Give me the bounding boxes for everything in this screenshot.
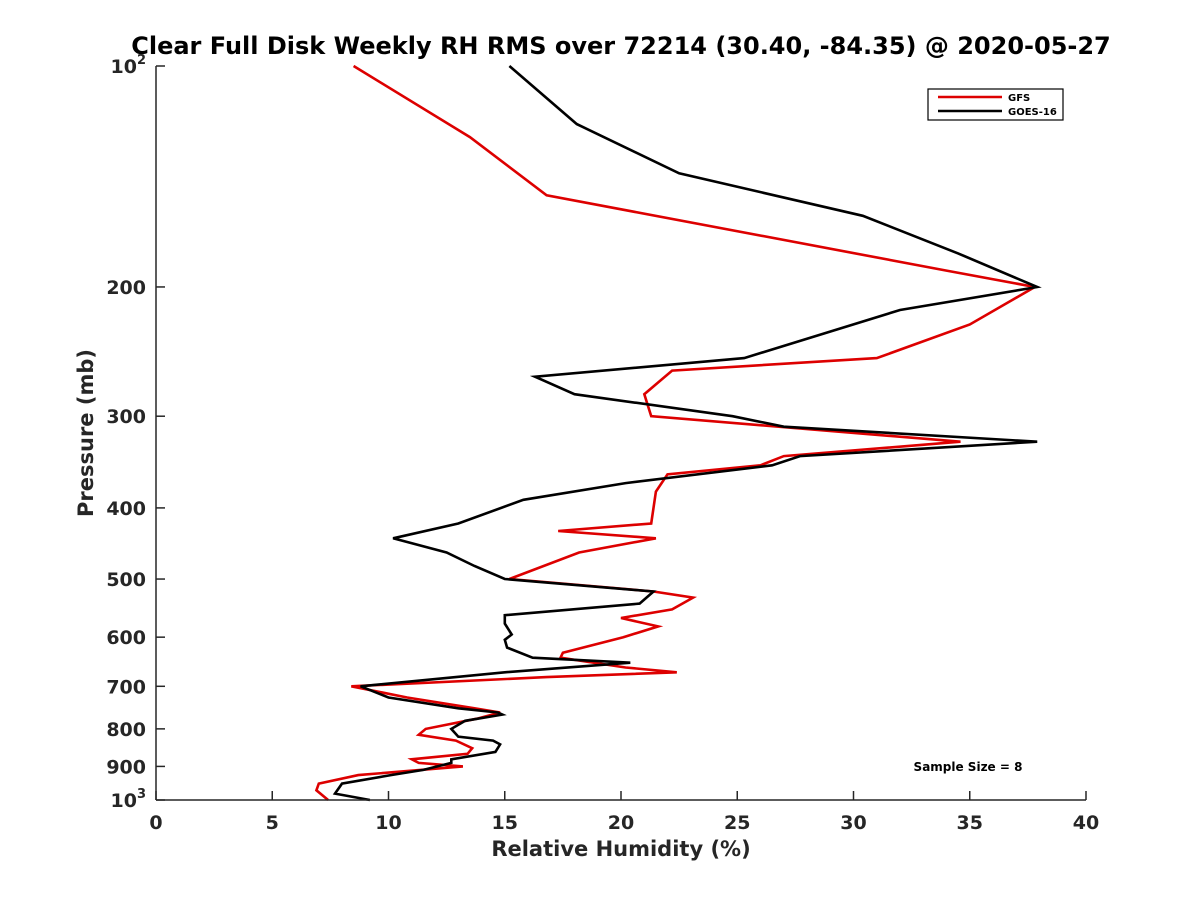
x-tick-label: 20: [608, 812, 634, 834]
y-tick-label: 103: [111, 787, 147, 812]
x-tick-label: 35: [957, 812, 983, 834]
x-axis-label: Relative Humidity (%): [491, 837, 750, 861]
series-line-gfs: [314, 64, 1039, 802]
y-tick-label: 600: [106, 627, 146, 649]
legend-box: [927, 88, 1064, 121]
legend-label-goes-16: GOES-16: [1008, 107, 1057, 118]
y-tick-label: 400: [106, 498, 146, 520]
y-tick-label: 800: [106, 719, 146, 741]
x-tick-label: 5: [266, 812, 279, 834]
y-tick-label: 900: [106, 756, 146, 778]
y-tick-label: 200: [106, 277, 146, 299]
y-axis-label: Pressure (mb): [74, 349, 98, 517]
x-tick-label: 15: [492, 812, 518, 834]
x-tick-label: 10: [375, 812, 401, 834]
plot-area: [314, 64, 1042, 802]
x-axis: 0 5 10 15 20 25 30 35 40: [149, 791, 1099, 834]
y-tick-label: 102: [111, 53, 147, 78]
legend-label-gfs: GFS: [1008, 93, 1030, 104]
y-axis: 102 200 300 400 500 600 700 800 900 103: [106, 53, 165, 812]
sample-size-note: Sample Size = 8: [914, 760, 1023, 774]
x-tick-label: 25: [724, 812, 750, 834]
y-tick-label: 500: [106, 569, 146, 591]
y-tick-label: 700: [106, 676, 146, 698]
x-tick-label: 40: [1073, 812, 1099, 834]
series-line-goes-16: [332, 65, 1042, 802]
x-tick-label: 0: [149, 812, 162, 834]
x-tick-label: 30: [840, 812, 866, 834]
legend: GFS GOES-16: [927, 88, 1064, 121]
y-tick-label: 300: [106, 406, 146, 428]
chart-title: Clear Full Disk Weekly RH RMS over 72214…: [131, 32, 1111, 60]
